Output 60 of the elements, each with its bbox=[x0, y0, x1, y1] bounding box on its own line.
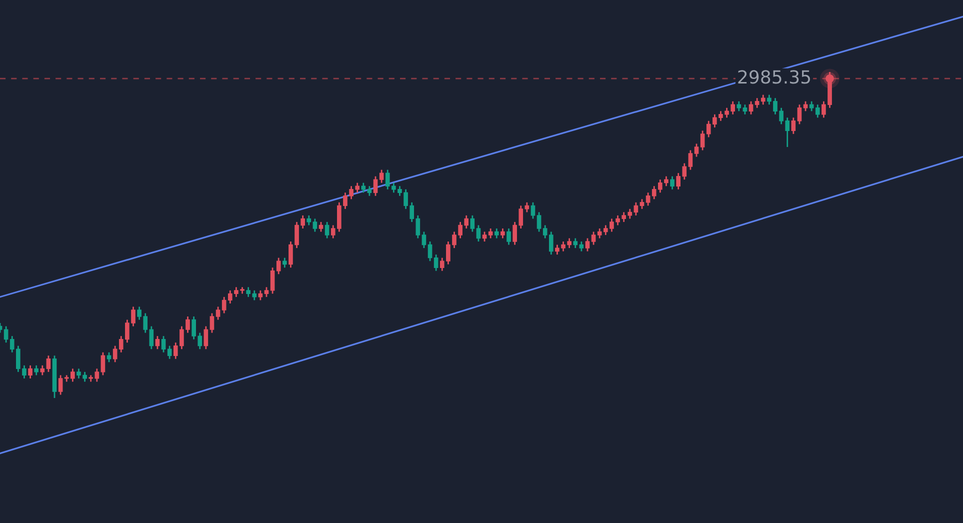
candlestick bbox=[318, 221, 324, 232]
candlestick bbox=[264, 286, 269, 298]
candlestick bbox=[40, 364, 45, 376]
candlestick bbox=[422, 231, 426, 249]
candlestick bbox=[167, 345, 172, 360]
candlestick bbox=[494, 228, 499, 239]
candlestick bbox=[634, 202, 638, 216]
candlestick bbox=[640, 198, 644, 210]
candlestick bbox=[748, 100, 754, 116]
candlestick bbox=[646, 192, 650, 206]
candlestick bbox=[210, 312, 214, 334]
candlestick bbox=[270, 266, 275, 294]
candlestick bbox=[324, 221, 330, 239]
candlestick bbox=[4, 326, 8, 344]
candlestick bbox=[470, 214, 475, 232]
candlestick bbox=[694, 143, 699, 158]
candlestick bbox=[428, 240, 432, 262]
candlestick bbox=[434, 254, 438, 272]
candlestick bbox=[791, 116, 796, 135]
candlestick bbox=[506, 228, 511, 246]
candlestick bbox=[379, 169, 384, 184]
candlestick bbox=[670, 176, 674, 190]
candlestick bbox=[754, 97, 760, 109]
candlestick bbox=[591, 231, 596, 246]
candlestick bbox=[536, 211, 542, 232]
candlestick bbox=[58, 374, 63, 396]
candlestick bbox=[216, 306, 220, 320]
candlestick bbox=[482, 231, 487, 242]
candlestick bbox=[28, 364, 32, 380]
candlestick bbox=[742, 104, 748, 116]
candlestick bbox=[312, 218, 318, 232]
candlestick bbox=[155, 335, 160, 350]
candlestick bbox=[797, 104, 802, 125]
candlestick bbox=[476, 224, 481, 242]
candlestick bbox=[500, 228, 505, 239]
candlestick bbox=[282, 257, 287, 268]
candlestick bbox=[579, 240, 584, 252]
candlestick bbox=[688, 150, 693, 170]
candlestick bbox=[373, 176, 378, 197]
candlestick bbox=[204, 326, 208, 350]
candlestick bbox=[367, 185, 372, 197]
candlestick bbox=[161, 335, 166, 354]
candlestick bbox=[306, 214, 312, 226]
candlestick bbox=[46, 354, 51, 373]
candlestick bbox=[34, 364, 39, 376]
candlestick bbox=[276, 257, 281, 275]
candlestick bbox=[815, 104, 820, 118]
candlestick bbox=[736, 100, 742, 112]
annotation: 2985.35 bbox=[738, 70, 810, 84]
candlestick bbox=[530, 202, 536, 220]
candlestick bbox=[488, 228, 493, 239]
candlestick bbox=[258, 290, 263, 301]
candlestick bbox=[585, 238, 590, 252]
candlestick bbox=[700, 130, 705, 151]
candlestick bbox=[573, 238, 578, 249]
candlestick bbox=[100, 352, 106, 376]
candlestick bbox=[524, 202, 530, 213]
candlestick bbox=[760, 94, 766, 106]
candlestick bbox=[149, 326, 154, 350]
candlestick bbox=[361, 182, 366, 194]
